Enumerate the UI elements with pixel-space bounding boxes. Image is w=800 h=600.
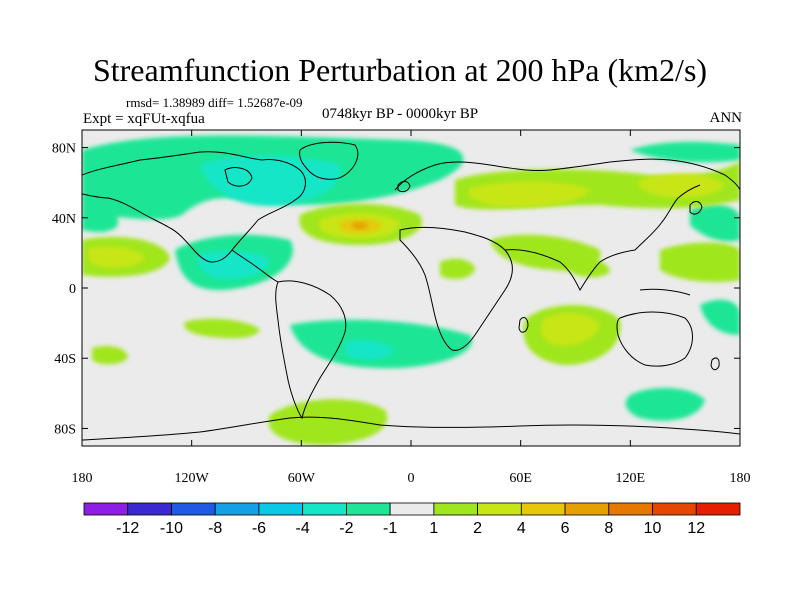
colorbar-swatch: [345, 502, 391, 516]
coast-se-asia: [634, 184, 701, 251]
coast-north-america: [82, 151, 306, 263]
colorbar-swatch: [695, 502, 741, 516]
colorbar-swatch: [652, 502, 697, 516]
stats-text: rmsd= 1.38989 diff= 1.52687e-09: [126, 95, 303, 110]
longitude-axis: 180 120W 60W 0 60E 120E 180: [72, 130, 751, 486]
coast-antarctica: [82, 416, 740, 441]
lat-tick-label: 40S: [54, 352, 76, 367]
coast-africa: [399, 226, 513, 351]
coastlines: [82, 141, 740, 441]
contour-east-pacific-neg: [690, 204, 740, 242]
coast-uk: [397, 180, 411, 193]
colorbar-swatch: [564, 502, 610, 516]
contour-nepac-pos2: [638, 173, 725, 198]
contour-atlantic-pos6: [352, 222, 368, 230]
contour-wpac-pos2: [87, 246, 145, 268]
colorbar-swatch: [258, 502, 304, 516]
colorbar-label: -8: [208, 520, 222, 537]
contour-eurasia-pos2: [468, 181, 590, 207]
colorbar-label: 8: [604, 520, 613, 537]
colorbar-label: 1: [429, 520, 438, 537]
lon-tick-label: 180: [72, 471, 93, 486]
experiment-label: Expt = xqFUt-xqfua: [83, 111, 205, 127]
lon-tick-label: 60W: [288, 471, 316, 486]
period-label: 0748kyr BP - 0000kyr BP: [322, 106, 479, 122]
coast-japan: [689, 201, 703, 215]
lat-tick-label: 80N: [52, 142, 76, 157]
colorbar-label: 6: [561, 520, 570, 537]
colorbar-label: -12: [116, 520, 139, 537]
contour-nw-pacific-neg: [630, 141, 740, 163]
colorbar-label: -6: [252, 520, 266, 537]
colorbar-label: 2: [473, 520, 482, 537]
lon-tick-label: 120E: [616, 471, 646, 486]
coast-central-america: [231, 249, 279, 283]
coast-arabia-india: [504, 249, 636, 292]
lat-tick-label: 80S: [54, 422, 76, 437]
contour-africa-pos: [440, 258, 475, 280]
coast-europe: [394, 158, 740, 191]
colorbar-swatch: [214, 502, 260, 516]
lon-tick-label: 60E: [509, 471, 532, 486]
lon-tick-label: 0: [408, 471, 415, 486]
colorbar-label: -2: [339, 520, 353, 537]
season-label: ANN: [709, 110, 743, 126]
contour-pacific-neg2: [198, 250, 270, 280]
colorbar-swatch: [171, 502, 216, 516]
colorbar-swatch: [127, 502, 172, 516]
colorbar-label: 12: [687, 520, 705, 537]
lat-tick-label: 0: [69, 282, 76, 297]
colorbar-swatch: [302, 502, 347, 516]
colorbar-label: -1: [383, 520, 397, 537]
coast-indonesia: [639, 288, 691, 296]
chart-title: Streamfunction Perturbation at 200 hPa (…: [92, 52, 708, 88]
lat-tick-label: 40N: [52, 212, 76, 227]
colorbar-swatch: [608, 502, 653, 516]
coast-hudson-bay: [224, 167, 253, 187]
lon-tick-label: 120W: [175, 471, 210, 486]
colorbar: -12 -10 -8 -6 -4 -2 -1 1 2 4 6 8 10 12: [83, 502, 741, 537]
coast-south-america: [275, 280, 347, 420]
colorbar-label: 10: [644, 520, 662, 537]
colorbar-label: -10: [160, 520, 183, 537]
contour-samerica-neg2: [345, 340, 395, 360]
coast-australia: [616, 311, 693, 367]
contour-se-pacific-neg: [700, 299, 740, 335]
colorbar-swatch: [389, 502, 435, 516]
contour-east-pac-pos: [660, 242, 740, 282]
contour-sw-pacific-pos: [92, 346, 128, 365]
colorbar-swatch: [477, 502, 522, 516]
lon-tick-label: 180: [730, 471, 751, 486]
contour-canada-neg2: [200, 155, 341, 206]
contour-se-asia-pos: [570, 259, 610, 278]
contour-south-pacific-pos: [184, 318, 260, 339]
colorbar-swatch: [520, 502, 566, 516]
colorbar-swatch: [433, 502, 479, 516]
contour-indian-pos2: [541, 313, 600, 346]
coast-madagascar: [518, 317, 529, 333]
coast-greenland: [299, 141, 359, 180]
coast-new-zealand: [710, 357, 720, 371]
colorbar-label: 4: [517, 520, 526, 537]
colorbar-label: -4: [296, 520, 310, 537]
contour-indian-south-neg: [625, 388, 705, 421]
latitude-axis: 80N 40N 0 40S 80S: [52, 142, 740, 437]
contour-fills: [82, 135, 740, 446]
colorbar-swatch: [83, 502, 129, 516]
contour-west-pacific-neg: [82, 203, 119, 233]
